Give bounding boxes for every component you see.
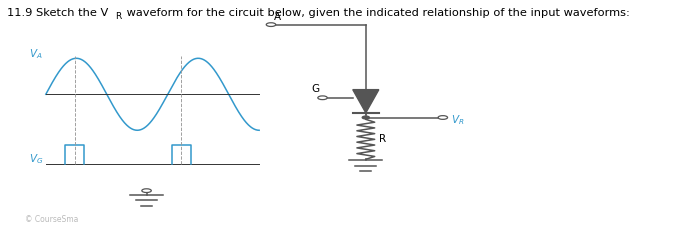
Text: R: R bbox=[115, 12, 121, 21]
Text: $V_A$: $V_A$ bbox=[29, 47, 43, 61]
Text: G: G bbox=[312, 84, 320, 94]
Text: © CourseSma: © CourseSma bbox=[25, 215, 78, 224]
Polygon shape bbox=[353, 90, 379, 113]
Text: R: R bbox=[379, 134, 386, 144]
Text: $V_G$: $V_G$ bbox=[29, 153, 43, 166]
Circle shape bbox=[362, 116, 370, 119]
Text: 11.9 Sketch the V: 11.9 Sketch the V bbox=[8, 8, 108, 18]
Text: $V_R$: $V_R$ bbox=[451, 113, 464, 127]
Text: waveform for the circuit below, given the indicated relationship of the input wa: waveform for the circuit below, given th… bbox=[123, 8, 629, 18]
Text: A: A bbox=[274, 12, 281, 22]
